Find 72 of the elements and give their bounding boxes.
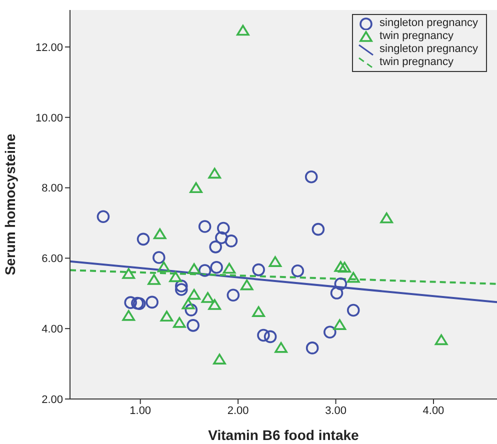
point: [306, 342, 319, 354]
point: [324, 326, 336, 339]
point: [182, 298, 195, 310]
point: [174, 283, 188, 296]
point: [186, 319, 200, 332]
point: [236, 24, 250, 36]
point: [274, 342, 288, 353]
point: [201, 292, 214, 303]
point: [268, 256, 282, 267]
point: [96, 210, 110, 224]
point: [188, 288, 200, 300]
point: [198, 220, 212, 233]
point: [174, 280, 188, 292]
point: [312, 222, 325, 236]
point: [198, 264, 212, 277]
point: [217, 222, 230, 235]
point: [136, 232, 150, 246]
point: [291, 264, 304, 278]
y-axis-title: Serum homocysteine: [2, 133, 18, 276]
point: [338, 262, 351, 273]
point: [213, 354, 226, 364]
point: [124, 296, 137, 309]
point: [215, 231, 228, 244]
point: [188, 263, 200, 274]
point: [209, 240, 222, 254]
point: [222, 262, 236, 274]
x-axis-title: Vitamin B6 food intake: [208, 427, 360, 443]
x-tick-label: 2.00: [227, 404, 249, 417]
y-tick-label: 12.00: [35, 42, 63, 54]
point: [148, 274, 160, 285]
point: [434, 334, 448, 346]
point: [184, 304, 198, 316]
point: [122, 310, 136, 321]
point: [146, 296, 158, 309]
point: [257, 328, 270, 342]
x-tick-label: 1.00: [130, 404, 152, 417]
x-tick-label: 4.00: [422, 404, 444, 417]
x-tick-label: 3.00: [325, 404, 346, 417]
point: [152, 251, 166, 264]
point: [157, 261, 170, 272]
point: [210, 260, 223, 274]
point: [330, 286, 344, 300]
point: [122, 268, 136, 279]
legend-label: twin pregnancy: [380, 56, 454, 69]
point: [346, 272, 360, 283]
point: [252, 306, 265, 317]
point: [252, 263, 265, 276]
point: [334, 277, 348, 290]
point: [160, 310, 174, 322]
point: [334, 261, 348, 272]
point: [380, 212, 393, 224]
legend-label: twin pregnancy: [380, 30, 454, 43]
point: [240, 279, 254, 290]
point: [169, 271, 182, 282]
point: [333, 319, 346, 330]
y-tick-label: 10.00: [35, 112, 63, 124]
point: [264, 330, 277, 344]
point: [173, 317, 186, 328]
y-tick-label: 2.00: [42, 394, 63, 406]
y-tick-label: 4.00: [42, 324, 63, 336]
point: [346, 304, 360, 317]
point: [224, 234, 238, 248]
legend-label: singleton pregnancy: [380, 43, 478, 56]
y-tick-label: 6.00: [42, 253, 63, 266]
point: [208, 168, 222, 179]
point: [208, 299, 222, 310]
y-tick-label: 8.00: [42, 182, 63, 195]
legend-label: singleton pregnancy: [380, 17, 478, 30]
point: [226, 288, 240, 302]
point: [190, 182, 202, 194]
point: [304, 170, 318, 184]
point: [153, 228, 166, 240]
